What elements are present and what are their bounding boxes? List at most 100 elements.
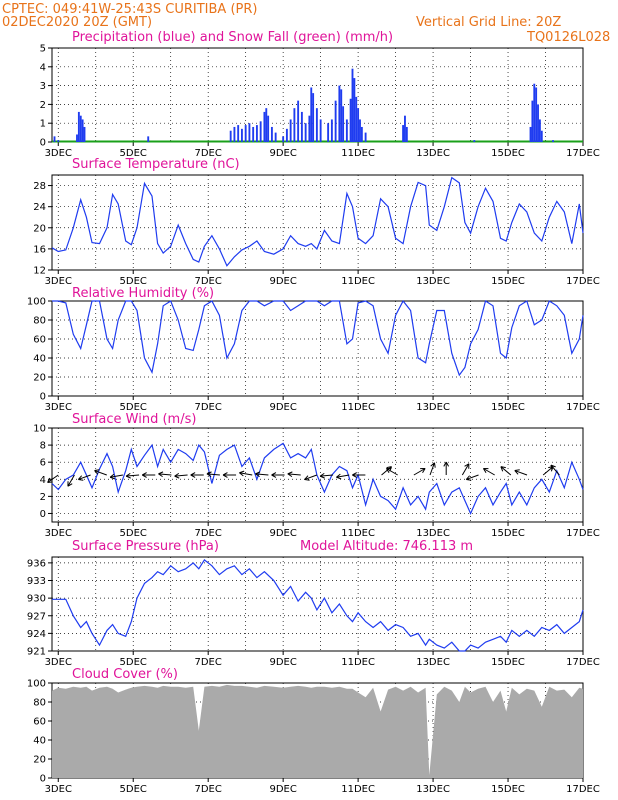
wind-arrow-head	[271, 474, 277, 478]
cloud-ytick-label: 0	[40, 774, 46, 785]
wind-arrow-head	[465, 475, 470, 480]
rh-xtick-label: 5DEC	[120, 402, 147, 413]
cloud-xtick-label: 3DEC	[45, 784, 72, 795]
wind-arrow-shaft	[110, 474, 124, 478]
precip-bar	[552, 140, 554, 142]
psfc-frame	[51, 556, 584, 652]
wind-arrow-head	[352, 472, 358, 476]
wind-ytick-label: 6	[40, 458, 46, 469]
wind-arrow	[336, 473, 350, 480]
wind-arrow-shaft	[174, 474, 188, 477]
wind-arrow-head	[287, 471, 293, 475]
code-header: TQ0126L028	[526, 30, 610, 45]
rh-xtick-label: 11DEC	[341, 402, 375, 413]
precip-bar	[531, 100, 534, 142]
psfc-ytick-label: 927	[27, 611, 46, 622]
precip-bar	[77, 111, 80, 142]
wind-arrow-head	[304, 475, 309, 480]
psfc-series-line	[52, 559, 584, 652]
cloud-ytick-label: 40	[33, 736, 46, 747]
precip-bar	[244, 125, 247, 142]
wind-arrow-head	[222, 472, 228, 476]
wind-arrow-head	[386, 466, 392, 469]
wind-arrow-shaft	[336, 474, 350, 478]
wind-arrow-head	[67, 483, 73, 487]
wind-xtick-label: 15DEC	[491, 528, 525, 539]
wind-arrow-head	[222, 474, 228, 478]
rh-xtick-label: 3DEC	[45, 402, 72, 413]
wind-arrow	[158, 471, 172, 478]
wind-arrow	[109, 473, 124, 480]
wind-arrow-shaft	[550, 464, 560, 476]
rh-series-line	[52, 299, 584, 377]
temp-xtick-label: 9DEC	[269, 276, 296, 287]
wind-arrow	[77, 474, 91, 481]
run-header: 02DEC2020 20Z (GMT)	[2, 15, 152, 30]
wind-arrow	[386, 468, 398, 476]
temp-xtick-label: 13DEC	[416, 276, 450, 287]
wind-arrow	[67, 474, 75, 487]
wind-arrow-shaft	[47, 474, 59, 483]
temp-panel: 12 16 20 24 28 3DEC 5DEC 7DEC 9DEC 11DEC 13DEC 15DE…	[33, 174, 600, 287]
precip-bar	[315, 108, 318, 142]
temp-xtick-label: 5DEC	[120, 276, 147, 287]
wind-arrow-head	[77, 475, 83, 480]
wind-arrow-head	[255, 471, 261, 475]
temp-frame	[51, 174, 584, 271]
precip-bar	[357, 108, 360, 142]
precip-xtick-label: 9DEC	[269, 148, 296, 159]
psfc-title: Surface Pressure (hPa)	[72, 539, 219, 554]
wind-arrow	[47, 474, 59, 483]
precip-xtick-label: 17DEC	[566, 148, 600, 159]
wind-arrow-head	[550, 464, 553, 471]
wind-arrow-head	[239, 470, 245, 474]
wind-arrow-shaft	[461, 463, 470, 476]
precip-bar	[237, 125, 240, 142]
precip-bar	[53, 136, 56, 142]
wind-arrow-shaft	[126, 474, 140, 477]
precip-bar	[263, 111, 266, 142]
wind-ytick-label: 0	[40, 509, 46, 520]
precip-bar	[351, 68, 354, 142]
precip-bar	[402, 125, 405, 142]
rh-ytick-label: 40	[33, 354, 46, 365]
wind-arrow-head	[158, 471, 164, 475]
precip-bar	[270, 126, 273, 142]
wind-arrow	[190, 472, 204, 478]
rh-panel: 0 20 40 60 80 100 3DEC 5DEC 7DEC 9DEC 11DEC 13DEC 15…	[27, 297, 600, 414]
precip-ytick-label: 2	[40, 100, 46, 111]
precip-bar	[360, 126, 363, 142]
precip-xtick-label: 5DEC	[120, 148, 147, 159]
precip-bar	[353, 78, 356, 142]
wind-arrow	[255, 471, 269, 478]
precip-bar	[535, 87, 538, 142]
cloud-ytick-label: 20	[33, 755, 46, 766]
precip-bar	[252, 126, 255, 142]
temp-xtick-label: 17DEC	[566, 276, 600, 287]
wind-ytick-label: 8	[40, 441, 46, 452]
precip-bar	[83, 126, 86, 142]
precip-bar	[248, 123, 251, 142]
psfc-xtick-label: 17DEC	[566, 657, 600, 668]
precip-xtick-label: 11DEC	[341, 148, 375, 159]
precip-bar	[364, 132, 367, 142]
wind-arrow-head	[466, 478, 472, 481]
wind-arrow	[304, 474, 318, 481]
precip-bar	[338, 85, 341, 142]
precip-ytick-label: 3	[40, 81, 46, 92]
wind-arrow	[413, 468, 426, 476]
wind-arrow	[443, 461, 450, 475]
wind-series-line	[51, 442, 584, 515]
precip-bar	[265, 108, 268, 142]
wind-arrow-head	[514, 470, 519, 475]
wind-arrow-head	[125, 472, 131, 477]
temp-xtick-label: 11DEC	[341, 276, 375, 287]
wind-arrow-head	[255, 473, 260, 478]
wind-arrow-shaft	[94, 470, 107, 476]
wind-title: Surface Wind (m/s)	[72, 412, 196, 427]
precip-bar	[285, 128, 288, 142]
precip-bar	[308, 115, 311, 142]
precip-bar	[289, 119, 292, 142]
wind-arrow	[94, 469, 107, 476]
precip-xtick-label: 13DEC	[416, 148, 450, 159]
